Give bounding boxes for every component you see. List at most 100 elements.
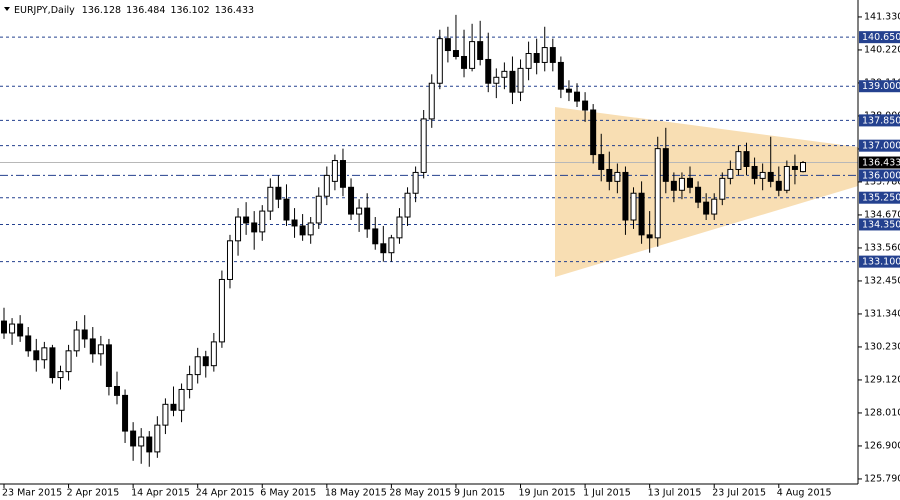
- candle-body: [711, 198, 718, 215]
- candle-body: [9, 323, 16, 334]
- candle-body: [436, 38, 443, 84]
- y-tick-label: 125.790: [864, 473, 900, 484]
- current-price-label: 136.433: [862, 158, 900, 169]
- candle-body: [517, 67, 524, 93]
- candle-body: [759, 171, 766, 179]
- x-tick-label: 28 May 2015: [389, 488, 451, 499]
- candle-body: [444, 38, 451, 52]
- candle-body: [186, 374, 193, 390]
- candle-body: [533, 53, 540, 63]
- y-tick-label: 140.220: [864, 44, 900, 55]
- candle-body: [323, 174, 330, 197]
- candle-body: [767, 171, 774, 182]
- candle-body: [331, 160, 338, 182]
- candle-body: [735, 151, 742, 170]
- last-low: 136.102: [170, 5, 209, 16]
- candle-body: [630, 192, 637, 221]
- level-label: 136.000: [862, 170, 900, 181]
- level-label-box: [859, 255, 900, 268]
- candle-body: [388, 237, 395, 254]
- level-label: 134.350: [862, 219, 900, 230]
- candle-body: [315, 195, 322, 224]
- y-tick-label: 134.670: [864, 209, 900, 220]
- candle-body: [356, 207, 363, 215]
- x-tick-label: 14 Apr 2015: [131, 488, 190, 499]
- chart-header: EURJPY,Daily 136.128 136.484 136.102 136…: [14, 5, 254, 16]
- y-tick-label: 129.120: [864, 374, 900, 385]
- level-label: 135.250: [862, 193, 900, 204]
- candle-body: [348, 186, 355, 215]
- candle-body: [695, 186, 702, 203]
- candle-body: [17, 323, 24, 337]
- candle-body: [372, 228, 379, 245]
- x-tick-label: 23 Jul 2015: [712, 488, 766, 499]
- candle-body: [574, 91, 581, 102]
- level-label: 133.100: [862, 257, 900, 268]
- candle-body: [73, 329, 80, 352]
- candle-body: [105, 344, 112, 387]
- candle-body: [122, 394, 129, 432]
- candle-body: [614, 171, 621, 182]
- y-tick-label: 135.780: [864, 176, 900, 187]
- candle-body: [97, 344, 104, 355]
- candle-body: [791, 165, 798, 170]
- candle-body: [218, 278, 225, 343]
- candle-body: [800, 162, 806, 173]
- candle-body: [178, 388, 185, 411]
- candle-body: [259, 210, 266, 233]
- candle-body: [146, 436, 153, 453]
- candle-body: [783, 165, 790, 191]
- candle-body: [743, 151, 750, 167]
- candle-body: [598, 154, 605, 170]
- level-label-box: [859, 169, 900, 182]
- x-tick-label: 24 Apr 2015: [196, 488, 255, 499]
- candle-body: [226, 240, 233, 280]
- candle-body: [89, 338, 96, 355]
- candle-body: [57, 371, 64, 379]
- x-tick-label: 18 May 2015: [325, 488, 387, 499]
- candle-body: [420, 118, 427, 173]
- candle-body: [1, 320, 7, 334]
- level-label-box: [859, 191, 900, 204]
- candle-body: [565, 88, 572, 93]
- candle-body: [501, 70, 508, 78]
- candle-body: [509, 70, 516, 93]
- candle-body: [751, 165, 758, 179]
- candle-body: [138, 436, 145, 447]
- level-label: 140.650: [862, 32, 900, 43]
- candle-body: [339, 160, 346, 188]
- triangle-pattern: [555, 107, 858, 277]
- candle-body: [364, 207, 371, 230]
- y-tick-label: 130.230: [864, 341, 900, 352]
- candle-body: [654, 148, 661, 239]
- level-label-box: [859, 31, 900, 44]
- candle-body: [243, 216, 250, 224]
- y-tick-label: 133.560: [864, 242, 900, 253]
- candle-body: [251, 222, 258, 233]
- candle-body: [65, 350, 72, 373]
- x-tick-label: 4 Aug 2015: [777, 488, 832, 499]
- candle-body: [113, 385, 120, 396]
- candle-body: [81, 329, 88, 340]
- x-tick-label: 6 May 2015: [260, 488, 316, 499]
- chart-title: EURJPY,Daily: [14, 5, 75, 16]
- level-label-box: [859, 139, 900, 152]
- candle-body: [590, 109, 597, 156]
- current-price-box: [859, 156, 900, 169]
- candle-body: [170, 403, 177, 411]
- last-high: 136.484: [126, 5, 165, 16]
- candle-body: [283, 198, 290, 221]
- candle-body: [670, 180, 677, 191]
- x-tick-label: 2 Apr 2015: [67, 488, 120, 499]
- candle-body: [549, 47, 556, 63]
- y-tick-label: 126.900: [864, 440, 900, 451]
- candle-body: [557, 61, 564, 90]
- y-tick-label: 141.330: [864, 11, 900, 22]
- candle-body: [25, 335, 32, 352]
- candle-body: [525, 53, 532, 69]
- candle-body: [396, 216, 403, 239]
- symbol-arrow: [4, 7, 10, 11]
- candle-body: [404, 192, 411, 218]
- candle-body: [678, 177, 685, 191]
